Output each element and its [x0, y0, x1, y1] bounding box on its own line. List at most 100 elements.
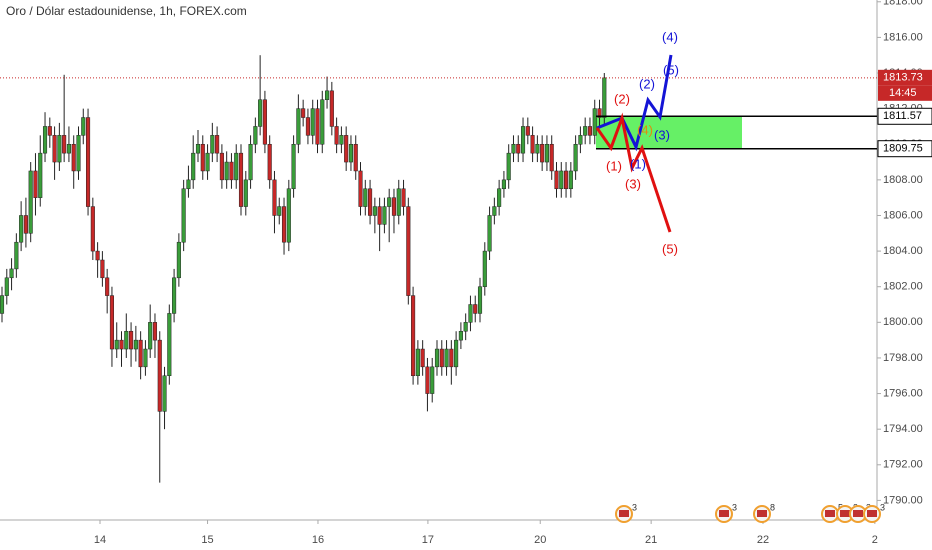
y-tick-label: 1806.00	[883, 209, 923, 221]
candle-body	[487, 215, 492, 252]
candle-body	[329, 90, 334, 127]
candle-body	[310, 108, 315, 136]
candle-body	[305, 117, 310, 136]
bull-wave	[596, 54, 673, 152]
candle-body	[468, 304, 473, 323]
candle-body	[186, 179, 191, 190]
event-flag	[840, 510, 850, 517]
candle-body	[482, 250, 487, 287]
candle-body	[559, 170, 564, 190]
candle-body	[9, 268, 14, 279]
event-flag	[867, 510, 877, 517]
x-tick-label: 20	[534, 534, 546, 546]
y-tick-label: 1818.00	[883, 0, 923, 8]
candle-body	[23, 215, 28, 234]
candle-body	[114, 339, 119, 350]
event-flag	[825, 510, 835, 517]
bear-wave-label: (5)	[662, 241, 678, 256]
candle-body	[157, 339, 162, 412]
candle-body	[143, 348, 148, 368]
candle-body	[152, 322, 158, 341]
candle-body	[19, 215, 24, 243]
candle-body	[47, 126, 52, 136]
event-flag	[719, 510, 729, 517]
bull-wave-label: (5)	[663, 62, 679, 77]
candle-body	[516, 143, 521, 154]
x-tick-label: 22	[757, 534, 769, 546]
candle-body	[501, 179, 506, 190]
candle-body	[477, 286, 483, 314]
candle-body	[109, 295, 114, 350]
candle-body	[578, 135, 583, 145]
bear-wave-label: (3)	[625, 176, 641, 191]
candle-body	[425, 366, 430, 394]
candle-body	[95, 250, 100, 261]
candle-body	[277, 206, 282, 216]
candle-body	[191, 152, 196, 181]
y-tick-label: 1796.00	[883, 387, 923, 399]
candle-body	[391, 197, 397, 216]
candle-body	[33, 170, 38, 198]
candle-body	[334, 126, 339, 145]
candle-body	[0, 295, 5, 314]
zone-price-tag	[877, 107, 932, 125]
candle-body	[195, 143, 201, 154]
event-flag	[619, 510, 629, 517]
bull-wave-label: (3)	[654, 127, 670, 142]
candle-body	[406, 206, 411, 296]
candle-body	[554, 170, 559, 190]
candle-body	[339, 135, 344, 145]
candle-body	[434, 348, 440, 368]
candle-body	[52, 135, 57, 163]
candle-body	[4, 277, 9, 296]
candle-body	[76, 135, 81, 172]
candle-body	[105, 277, 110, 296]
candle-body	[358, 170, 363, 207]
candle-body	[549, 143, 554, 172]
last-price-label: 1813.73	[883, 72, 923, 84]
candle-body	[592, 108, 597, 136]
y-tick-label: 1802.00	[883, 281, 923, 293]
candle-body	[473, 304, 478, 314]
y-tick-label: 1798.00	[883, 352, 923, 364]
candle-body	[281, 206, 287, 243]
candle-body	[124, 330, 129, 350]
candle-body	[506, 152, 511, 181]
candle-body	[205, 152, 210, 172]
candle-body	[291, 143, 296, 190]
candle-body	[215, 135, 220, 154]
zone-price-label: 1811.57	[883, 110, 922, 122]
candle-body	[439, 348, 444, 368]
bear-wave	[595, 112, 672, 233]
candle-body	[568, 170, 573, 190]
candle-body	[253, 126, 258, 145]
candle-body	[296, 108, 301, 145]
candle-body	[148, 322, 153, 350]
candle-body	[162, 375, 167, 412]
candle-body	[583, 126, 588, 136]
last-price-tag	[878, 69, 932, 86]
candle-body	[492, 206, 497, 216]
candle-body	[320, 99, 325, 145]
candle-body	[497, 188, 502, 207]
y-tick-label: 1792.00	[883, 459, 923, 471]
candle-body	[71, 143, 76, 172]
candle-body	[28, 170, 33, 234]
event-flag	[757, 510, 767, 517]
candle-body	[325, 90, 330, 100]
event-count: 3	[880, 502, 885, 512]
candle-body	[415, 348, 420, 377]
candle-body	[540, 143, 545, 163]
candle-body	[344, 135, 349, 163]
candle-body	[200, 143, 205, 172]
candle-body	[234, 152, 239, 181]
candle-body	[248, 143, 253, 181]
candle-body	[81, 117, 86, 136]
x-tick-label: 17	[422, 534, 434, 546]
bull-wave-label: (4)	[662, 29, 678, 44]
candle-body	[411, 295, 416, 377]
bear-wave-label: (1)	[606, 158, 622, 173]
candle-body	[57, 135, 62, 163]
zone-price-label: 1809.75	[883, 143, 923, 155]
